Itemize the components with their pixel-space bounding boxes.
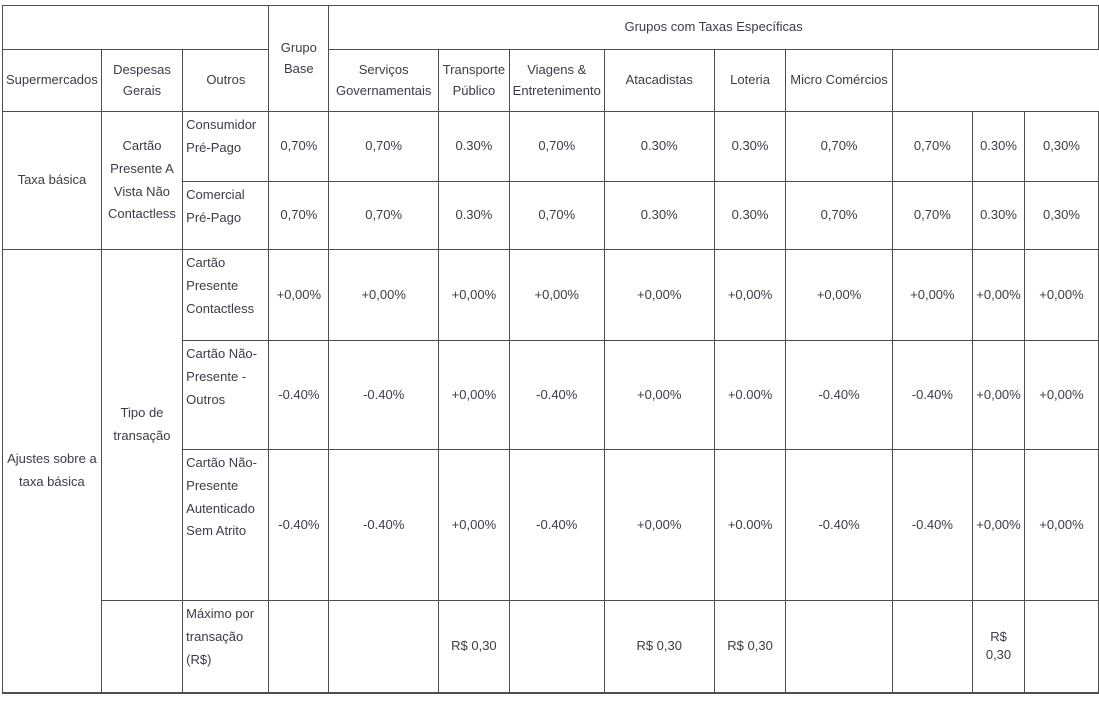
table-row: Comercial Pré-Pago 0,70% 0,70% 0.30% 0,7… (3, 181, 1099, 250)
fee-value-cell: +0,00% (891, 249, 974, 341)
table-row: Máximo por transação (R$) R$ 0,30 R$ 0,3… (3, 600, 1099, 693)
fee-value-cell: +0,00% (972, 340, 1025, 450)
column-header-micro-comercios: Micro Comércios (785, 49, 893, 112)
fee-value-cell: -0.40% (508, 449, 605, 601)
fee-value-cell: +0.00% (713, 340, 787, 450)
fee-value-cell: +0,00% (785, 249, 893, 341)
fee-value-cell: -0.40% (785, 340, 893, 450)
fee-value-cell: +0,00% (438, 340, 510, 450)
fee-value-cell (785, 600, 893, 693)
fee-value-cell (328, 600, 440, 693)
fee-value-cell: 0,70% (328, 181, 440, 250)
fee-value-cell: 0.30% (713, 181, 787, 250)
fee-value-cell: +0.00% (713, 449, 787, 601)
row-group-ajustes: Ajustes sobre a taxa básica (2, 249, 102, 693)
specific-groups-header: Grupos com Taxas Específicas (328, 5, 1099, 50)
column-header-viagens-entretenimento: Viagens & Entretenimento (508, 49, 605, 112)
column-header-outros: Outros (182, 49, 270, 112)
table-row: Ajustes sobre a taxa básica Tipo de tran… (2, 249, 1099, 693)
fee-value-cell: R$ 0,30 (438, 600, 510, 693)
fee-value-cell: -0.40% (328, 449, 440, 601)
table-row: Taxa básica Cartão Presente A Vista Não … (2, 111, 1099, 250)
row-label: Máximo por transação (R$) (182, 600, 270, 693)
fee-value-cell: 0.30% (438, 111, 510, 182)
fee-value-cell: 0,70% (891, 181, 974, 250)
header-row-columns: Supermercados Despesas Gerais Outros Ser… (2, 49, 1099, 112)
fee-value-cell: +0,00% (713, 249, 787, 341)
fee-value-cell: 0.30% (972, 181, 1025, 250)
fee-value-cell: R$ 0,30 (972, 600, 1025, 693)
fee-value-cell: +0,00% (603, 449, 715, 601)
fee-value-cell (1023, 600, 1099, 693)
fee-value-cell (891, 600, 974, 693)
interchange-fee-table: Grupo Base Grupos com Taxas Específicas … (1, 5, 1099, 694)
fee-value-cell: +0,00% (438, 249, 510, 341)
fee-value-cell: +0,00% (1023, 449, 1099, 601)
fee-value-cell: -0.40% (328, 340, 440, 450)
fee-value-cell: +0,00% (972, 249, 1025, 341)
row-subgroup-cartao-presente: Cartão Presente A Vista Não Contactless (100, 111, 184, 250)
fee-value-cell: +0,00% (972, 449, 1025, 601)
fee-value-cell: R$ 0,30 (603, 600, 715, 693)
fee-value-cell: 0,70% (268, 181, 330, 250)
fee-value-cell: +0,00% (328, 249, 440, 341)
fee-value-cell: 0.30% (713, 111, 787, 182)
fee-value-cell: -0.40% (508, 340, 605, 450)
grupo-base-header: Grupo Base (268, 5, 330, 112)
fee-value-cell: -0.40% (891, 449, 974, 601)
fee-value-cell: 0,70% (508, 111, 605, 182)
fee-value-cell: +0,00% (603, 340, 715, 450)
fee-value-cell (508, 600, 605, 693)
fee-value-cell: +0,00% (1023, 340, 1099, 450)
row-label: Cartão Não-Presente - Outros (182, 340, 270, 450)
row-label: Cartão Não-Presente Autenticado Sem Atri… (182, 449, 270, 601)
fee-value-cell: 0,70% (328, 111, 440, 182)
fee-value-cell: 0,70% (785, 181, 893, 250)
fee-value-cell: 0,70% (508, 181, 605, 250)
row-label: Cartão Presente Contactless (182, 249, 270, 341)
table-row: Cartão Não-Presente Autenticado Sem Atri… (3, 449, 1099, 601)
row-subgroup-empty (100, 600, 184, 693)
column-header-atacadistas: Atacadistas (603, 49, 715, 112)
fee-value-cell: +0,00% (268, 249, 330, 341)
fee-value-cell: 0,70% (268, 111, 330, 182)
fee-value-cell: 0,30% (1023, 181, 1099, 250)
fee-value-cell: -0.40% (785, 449, 893, 601)
fee-value-cell: +0,00% (438, 449, 510, 601)
fee-value-cell: R$ 0,30 (713, 600, 787, 693)
header-row-top: Grupo Base Grupos com Taxas Específicas (1, 5, 1099, 112)
row-subgroup-tipo-transacao: Tipo de transação (100, 249, 184, 601)
fee-value-cell: -0.40% (268, 449, 330, 601)
row-group-taxa-basica: Taxa básica (2, 111, 102, 250)
column-header-supermercados: Supermercados (2, 49, 102, 112)
fee-value-cell: -0.40% (891, 340, 974, 450)
fee-value-cell: -0.40% (268, 340, 330, 450)
fee-value-cell (268, 600, 330, 693)
fee-value-cell: +0,00% (508, 249, 605, 341)
fee-value-cell: 0,30% (1023, 111, 1099, 182)
fee-value-cell: +0,00% (1023, 249, 1099, 341)
header-spacer (1, 5, 270, 50)
table-row: Cartão Não-Presente - Outros -0.40% -0.4… (3, 340, 1099, 450)
column-header-despesas-gerais: Despesas Gerais (100, 49, 184, 112)
row-label: Consumidor Pré-Pago (182, 111, 270, 182)
fee-value-cell: 0,70% (785, 111, 893, 182)
fee-value-cell: 0.30% (603, 181, 715, 250)
fee-value-cell: 0.30% (972, 111, 1025, 182)
column-header-loteria: Loteria (713, 49, 787, 112)
column-header-transporte-publico: Transporte Público (438, 49, 510, 112)
fee-value-cell: 0.30% (603, 111, 715, 182)
fee-value-cell: 0,70% (891, 111, 974, 182)
fee-value-cell: +0,00% (603, 249, 715, 341)
fee-value-cell: 0.30% (438, 181, 510, 250)
column-header-servicos-governamentais: Serviços Governamentais (328, 49, 440, 112)
row-label: Comercial Pré-Pago (182, 181, 270, 250)
